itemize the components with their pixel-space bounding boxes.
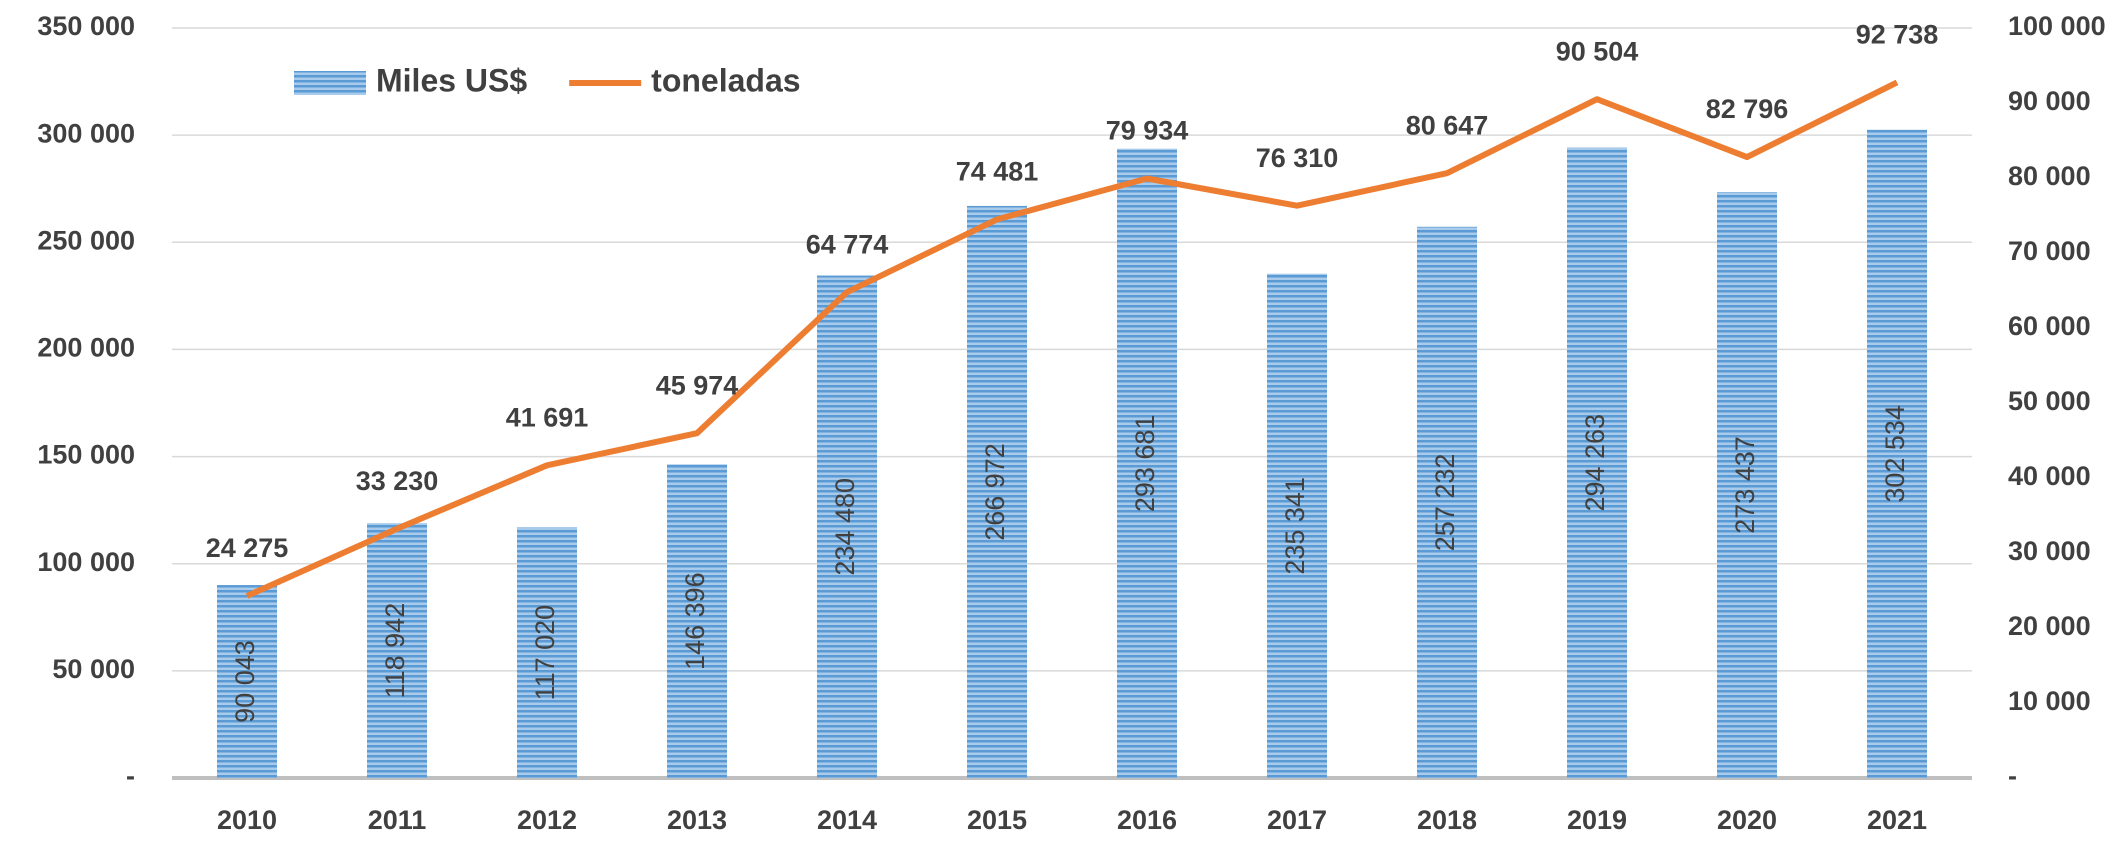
bar [817, 275, 877, 778]
y-tick-label: 300 000 [37, 118, 135, 148]
bar [1567, 147, 1627, 779]
bar-value-label: 294 263 [1580, 414, 1610, 512]
bar-value-label: 293 681 [1130, 415, 1160, 513]
y2-tick-label: 70 000 [2008, 236, 2091, 266]
y2-tick-label: 50 000 [2008, 386, 2091, 416]
y2-tick-label: - [2008, 761, 2017, 791]
bar-value-label: 266 972 [980, 443, 1010, 541]
bar [1867, 129, 1927, 778]
bar [1417, 226, 1477, 778]
x-tick-label: 2015 [967, 805, 1027, 835]
bar-value-label: 302 534 [1880, 405, 1910, 503]
y2-tick-label: 80 000 [2008, 161, 2091, 191]
line-value-label: 24 275 [206, 533, 289, 563]
y-tick-label: 50 000 [52, 654, 135, 684]
bar [1117, 148, 1177, 778]
y2-tick-label: 30 000 [2008, 536, 2091, 566]
line-value-label: 33 230 [356, 466, 439, 496]
line-value-label: 41 691 [506, 402, 589, 432]
x-tick-label: 2019 [1567, 805, 1627, 835]
y2-tick-label: 100 000 [2008, 11, 2106, 41]
line-value-label: 76 310 [1256, 143, 1339, 173]
line-value-label: 45 974 [656, 370, 739, 400]
line-value-label: 82 796 [1706, 94, 1789, 124]
bar-value-label: 146 396 [680, 572, 710, 670]
line [245, 79, 1899, 599]
legend-label: Miles US$ [376, 62, 527, 98]
bar [367, 523, 427, 778]
line-value-label: 92 738 [1856, 20, 1939, 50]
bar-value-label: 257 232 [1430, 454, 1460, 552]
legend-swatch [294, 71, 366, 95]
y-tick-label: - [126, 761, 135, 791]
x-tick-label: 2013 [667, 805, 727, 835]
x-tick-label: 2020 [1717, 805, 1777, 835]
bar-value-label: 235 341 [1280, 477, 1310, 575]
y2-tick-label: 20 000 [2008, 611, 2091, 641]
bar [1717, 192, 1777, 778]
x-tick-label: 2011 [368, 805, 427, 835]
line-value-label: 80 647 [1406, 110, 1489, 140]
x-tick-label: 2010 [217, 805, 277, 835]
y2-tick-label: 60 000 [2008, 311, 2091, 341]
x-tick-label: 2021 [1867, 805, 1927, 835]
bar-value-label: 90 043 [230, 640, 260, 723]
legend-label: toneladas [651, 62, 800, 98]
line-value-label: 64 774 [806, 229, 889, 259]
bar-value-label: 234 480 [830, 478, 860, 576]
bar [1267, 273, 1327, 778]
x-tick-label: 2016 [1117, 805, 1177, 835]
y-tick-label: 250 000 [37, 225, 135, 255]
x-tick-label: 2018 [1417, 805, 1477, 835]
y-tick-label: 100 000 [37, 547, 135, 577]
bar-value-label: 117 020 [530, 605, 560, 701]
y2-tick-label: 10 000 [2008, 686, 2091, 716]
y-tick-label: 200 000 [37, 333, 135, 363]
line-value-label: 90 504 [1556, 36, 1639, 66]
line-value-label: 74 481 [956, 157, 1039, 187]
x-tick-label: 2017 [1267, 805, 1327, 835]
line-value-label: 79 934 [1106, 116, 1189, 146]
bar [217, 585, 277, 778]
bar-value-label: 273 437 [1730, 436, 1760, 534]
y-tick-label: 150 000 [37, 440, 135, 470]
y-tick-label: 350 000 [37, 11, 135, 41]
x-tick-label: 2014 [817, 805, 877, 835]
x-tick-label: 2012 [517, 805, 577, 835]
bar [667, 464, 727, 778]
bar-value-label: 118 942 [380, 603, 410, 699]
bar [517, 527, 577, 778]
bar [967, 205, 1027, 779]
y2-tick-label: 90 000 [2008, 86, 2091, 116]
y2-tick-label: 40 000 [2008, 461, 2091, 491]
